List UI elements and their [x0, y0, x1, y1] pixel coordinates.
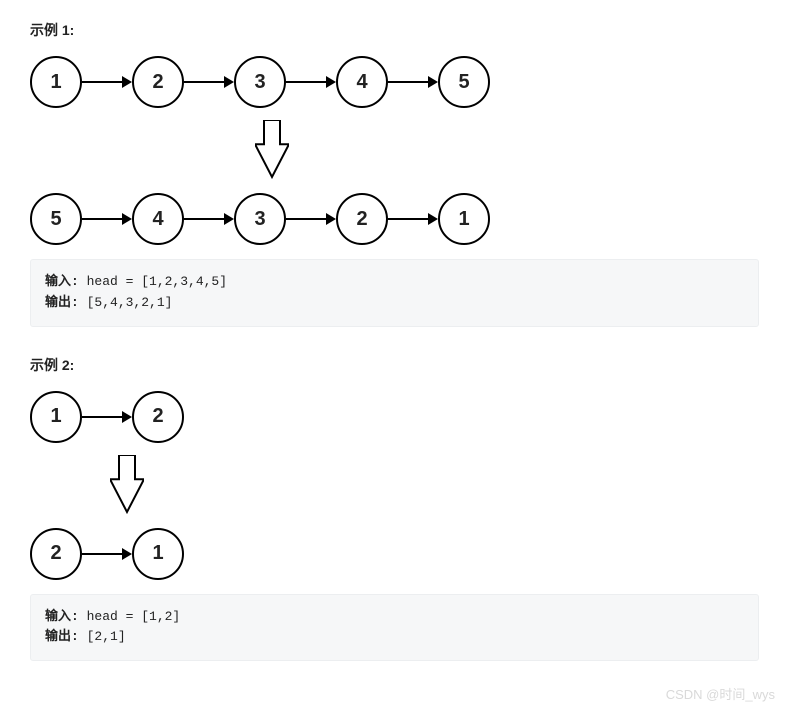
arrow-right-icon — [82, 213, 132, 225]
linked-list-node: 2 — [132, 391, 184, 443]
watermark: CSDN @时间_wys — [666, 684, 775, 703]
arrow-right-icon — [82, 548, 132, 560]
linked-list-node: 3 — [234, 56, 286, 108]
output-label: 输出: — [45, 629, 79, 644]
input-value: head = [1,2] — [79, 609, 180, 624]
arrow-right-icon — [82, 411, 132, 423]
linked-list-node: 1 — [30, 56, 82, 108]
example-section: 示例 2:1221输入: head = [1,2]输出: [2,1] — [30, 355, 759, 662]
linked-list-node: 1 — [438, 193, 490, 245]
transform-arrow-down-icon — [30, 455, 759, 516]
linked-list-node: 1 — [132, 528, 184, 580]
example-title: 示例 2: — [30, 355, 759, 375]
output-value: [5,4,3,2,1] — [79, 295, 173, 310]
linked-list-node: 4 — [132, 193, 184, 245]
arrow-right-icon — [286, 76, 336, 88]
linked-list-node: 2 — [30, 528, 82, 580]
example-section: 示例 1:1234554321输入: head = [1,2,3,4,5]输出:… — [30, 20, 759, 327]
linked-list-node: 4 — [336, 56, 388, 108]
linked-list-node: 2 — [336, 193, 388, 245]
arrow-right-icon — [184, 76, 234, 88]
linked-list-node: 5 — [438, 56, 490, 108]
linked-list-chain: 21 — [30, 528, 759, 580]
arrow-right-icon — [82, 76, 132, 88]
arrow-right-icon — [184, 213, 234, 225]
linked-list-node: 2 — [132, 56, 184, 108]
linked-list-chain: 12345 — [30, 56, 759, 108]
linked-list-node: 1 — [30, 391, 82, 443]
linked-list-chain: 54321 — [30, 193, 759, 245]
output-value: [2,1] — [79, 629, 126, 644]
arrow-right-icon — [388, 213, 438, 225]
arrow-right-icon — [388, 76, 438, 88]
input-label: 输入: — [45, 274, 79, 289]
code-block: 输入: head = [1,2]输出: [2,1] — [30, 594, 759, 662]
transform-arrow-down-icon — [30, 120, 759, 181]
input-label: 输入: — [45, 609, 79, 624]
linked-list-node: 3 — [234, 193, 286, 245]
linked-list-chain: 12 — [30, 391, 759, 443]
linked-list-node: 5 — [30, 193, 82, 245]
example-title: 示例 1: — [30, 20, 759, 40]
input-value: head = [1,2,3,4,5] — [79, 274, 227, 289]
output-label: 输出: — [45, 295, 79, 310]
arrow-right-icon — [286, 213, 336, 225]
code-block: 输入: head = [1,2,3,4,5]输出: [5,4,3,2,1] — [30, 259, 759, 327]
